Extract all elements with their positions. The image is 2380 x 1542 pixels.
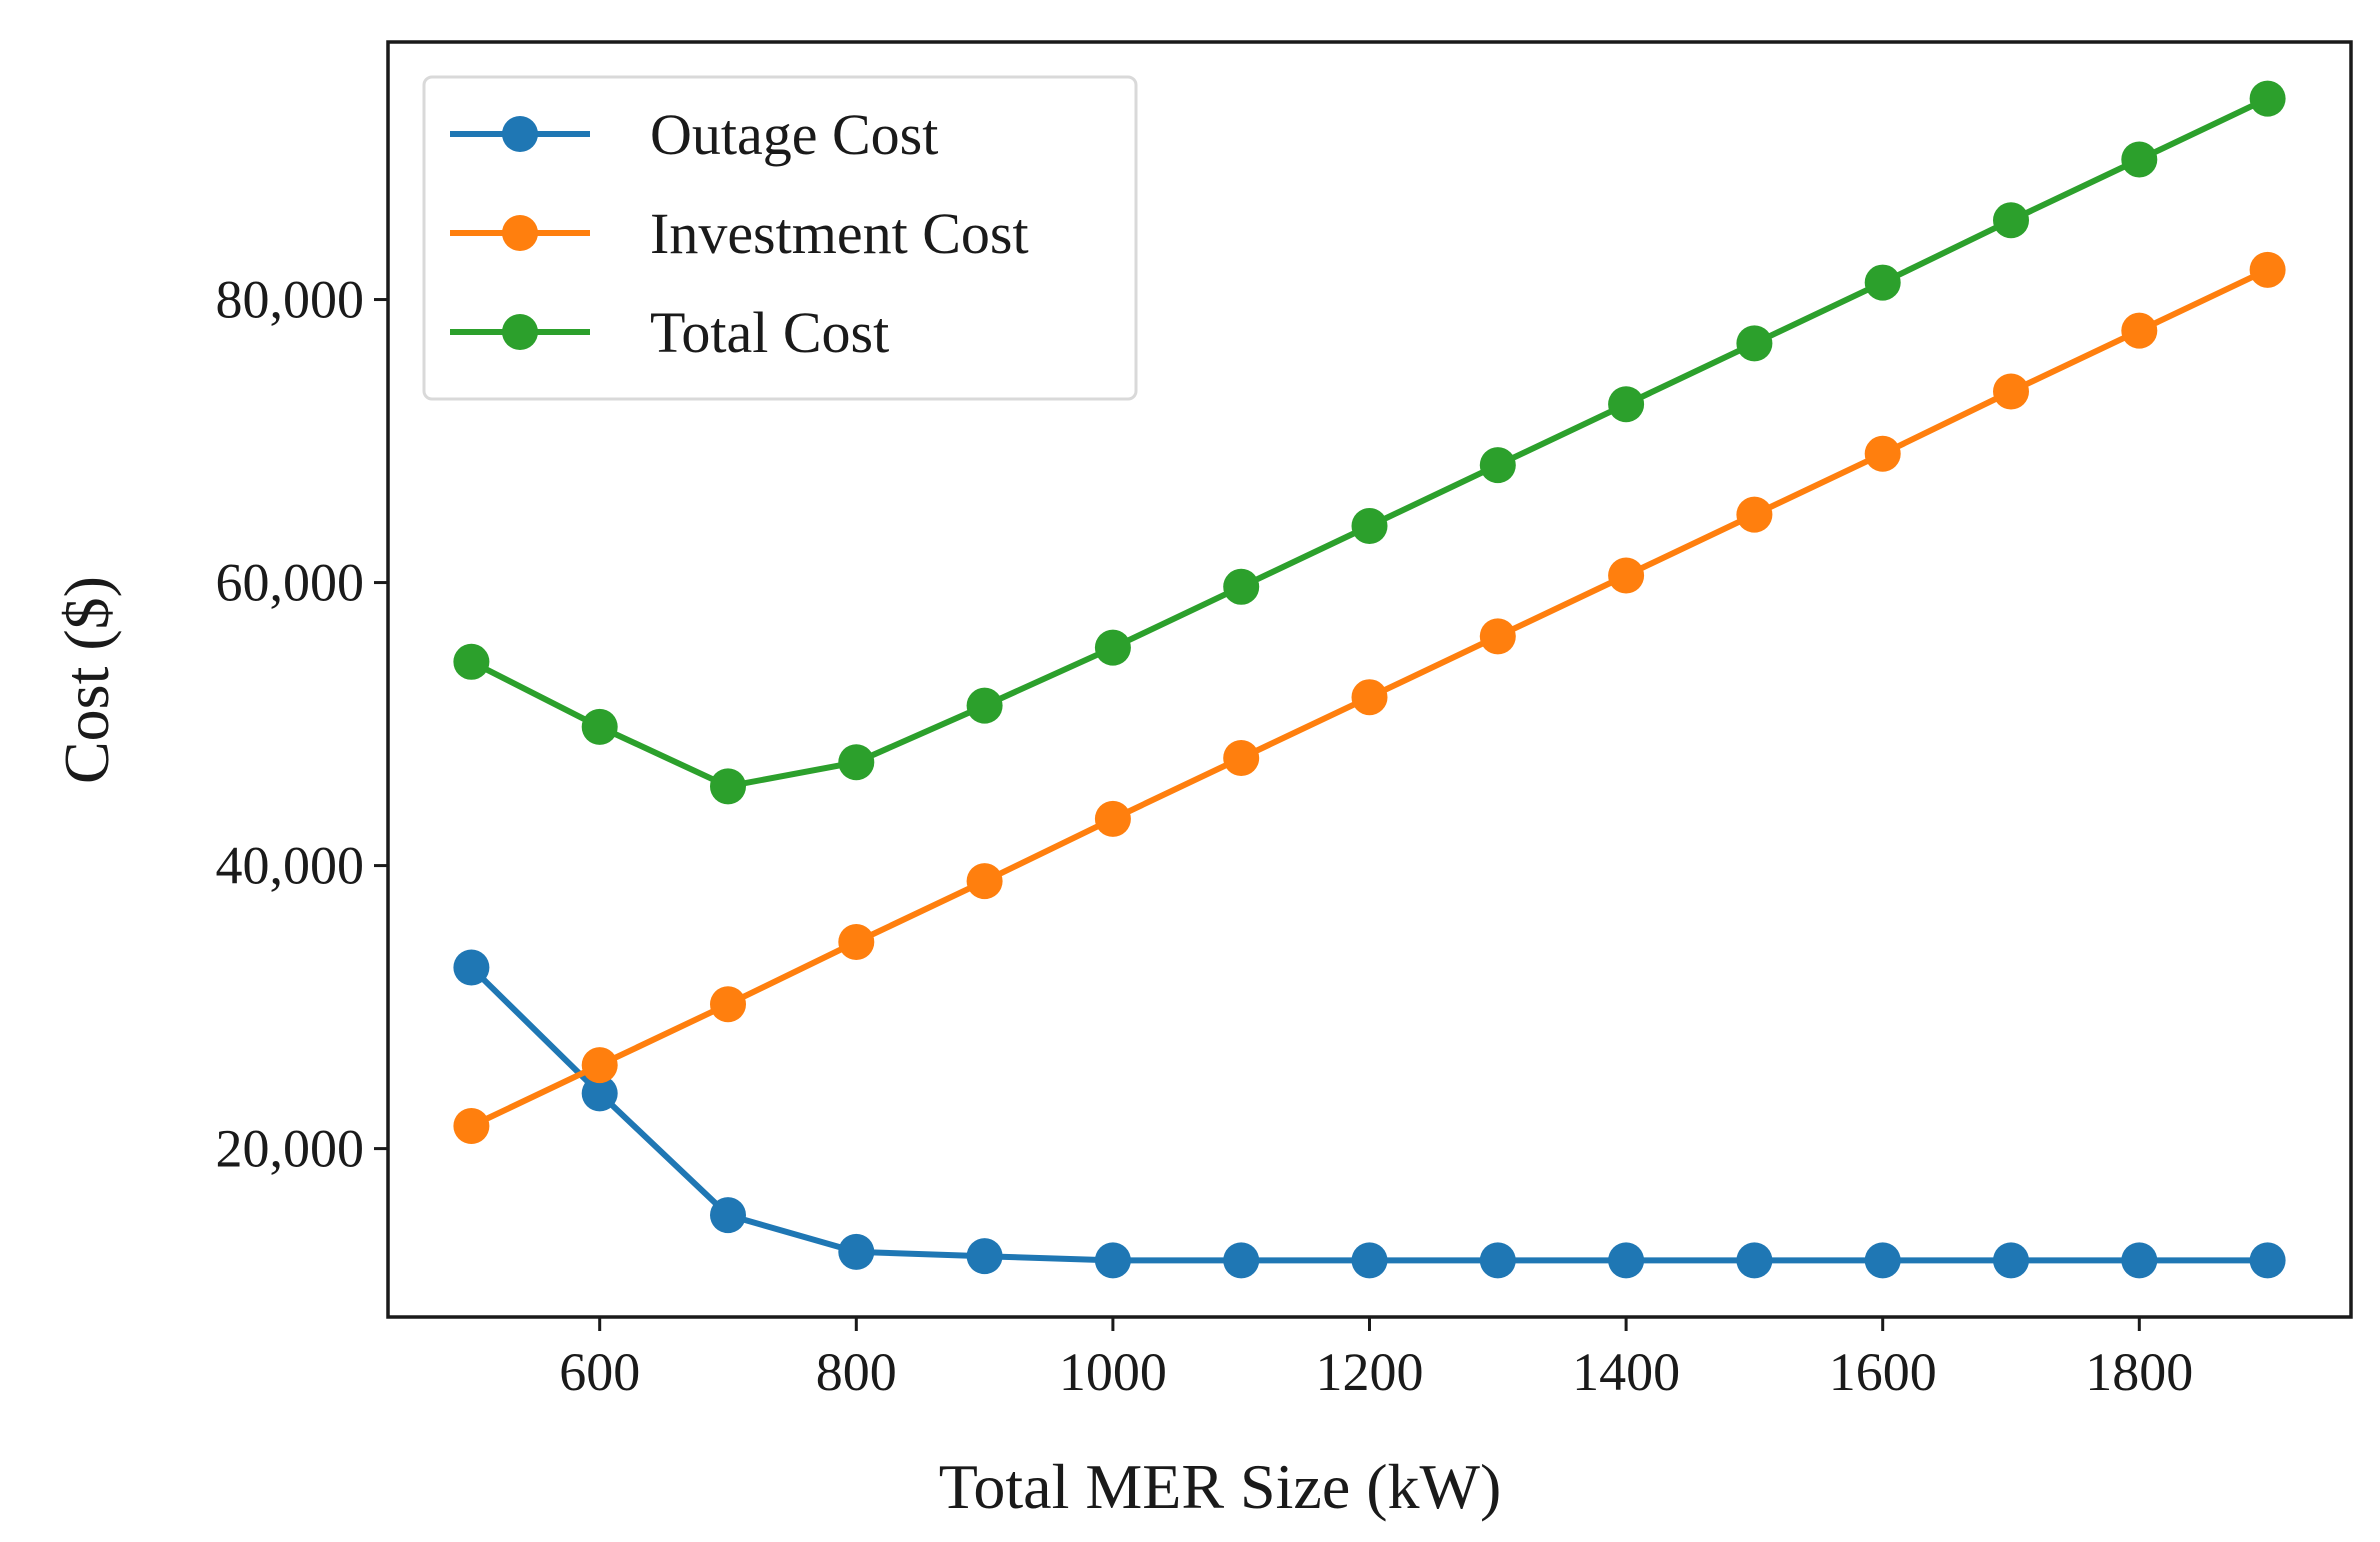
- data-point: [1608, 557, 1645, 594]
- data-point: [1479, 618, 1516, 655]
- y-tick-label: 60,000: [216, 553, 365, 613]
- x-axis-label: Total MER Size (kW): [939, 1451, 1502, 1522]
- data-point: [1736, 496, 1773, 533]
- data-point: [1736, 1242, 1773, 1279]
- legend-item: Outage Cost: [450, 102, 938, 167]
- legend-frame: [422, 75, 1138, 401]
- y-axis-label: Cost ($): [51, 576, 122, 784]
- legend-label: Outage Cost: [650, 102, 938, 167]
- x-tick-label: 1000: [1059, 1342, 1167, 1402]
- x-tick-label: 600: [559, 1342, 640, 1402]
- legend-marker: [502, 116, 538, 152]
- data-point: [581, 708, 618, 745]
- data-point: [581, 1075, 618, 1112]
- data-point: [2249, 251, 2286, 288]
- y-tick-label: 80,000: [216, 270, 365, 330]
- data-point: [838, 924, 875, 960]
- data-point: [1094, 1242, 1131, 1279]
- x-tick-label: 1200: [1316, 1342, 1424, 1402]
- data-point: [709, 1197, 746, 1234]
- data-point: [1094, 800, 1131, 837]
- data-point: [2249, 80, 2286, 117]
- data-point: [581, 1047, 618, 1084]
- data-point: [966, 863, 1003, 900]
- x-axis: 600 800 1000 1200 1400 1600 1800: [559, 1317, 2193, 1402]
- data-point: [1479, 1242, 1516, 1279]
- legend-marker: [502, 215, 538, 251]
- legend-marker: [502, 314, 538, 350]
- x-tick-label: 1600: [1829, 1342, 1937, 1402]
- series-total-cost: [453, 80, 2286, 805]
- x-tick-label: 1400: [1572, 1342, 1680, 1402]
- data-point: [1479, 447, 1516, 484]
- data-point: [1864, 1242, 1901, 1279]
- data-point: [1864, 264, 1901, 301]
- x-tick-label: 800: [816, 1342, 897, 1402]
- data-point: [453, 1107, 490, 1144]
- data-point: [1736, 325, 1773, 362]
- data-point: [2121, 141, 2158, 178]
- data-point: [1993, 373, 2030, 410]
- data-point: [453, 949, 490, 986]
- data-point: [1351, 679, 1388, 716]
- data-point: [1351, 507, 1388, 544]
- data-point: [1864, 435, 1901, 472]
- data-point: [453, 643, 490, 680]
- series-investment-cost: [453, 251, 2286, 1144]
- data-point: [838, 1233, 875, 1270]
- data-point: [2121, 1242, 2158, 1279]
- data-point: [1993, 202, 2030, 239]
- data-point: [1223, 1242, 1260, 1279]
- series-outage-cost: [453, 949, 2286, 1279]
- legend-item: Total Cost: [450, 300, 889, 365]
- legend-label: Investment Cost: [650, 201, 1029, 266]
- data-point: [1223, 568, 1260, 605]
- data-point: [1608, 386, 1645, 423]
- data-point: [2249, 1242, 2286, 1279]
- data-point: [709, 986, 746, 1023]
- data-point: [1094, 629, 1131, 666]
- x-tick-label: 1800: [2085, 1342, 2193, 1402]
- data-point: [838, 744, 875, 781]
- data-point: [2121, 312, 2158, 349]
- plot-area: [386, 40, 2353, 1319]
- y-tick-label: 40,000: [216, 836, 365, 896]
- data-point: [1223, 740, 1260, 777]
- data-point: [966, 1238, 1003, 1275]
- legend: Outage Cost Investment Cost Total Cost: [422, 75, 1138, 401]
- data-point: [1608, 1242, 1645, 1279]
- series-layer: [453, 80, 2286, 1279]
- y-axis: 20,000 40,000 60,000 80,000: [216, 270, 388, 1179]
- data-point: [709, 768, 746, 805]
- legend-label: Total Cost: [650, 300, 889, 365]
- data-point: [966, 687, 1003, 724]
- legend-item: Investment Cost: [450, 201, 1029, 266]
- data-point: [1351, 1242, 1388, 1279]
- y-tick-label: 20,000: [216, 1119, 365, 1179]
- data-point: [1993, 1242, 2030, 1279]
